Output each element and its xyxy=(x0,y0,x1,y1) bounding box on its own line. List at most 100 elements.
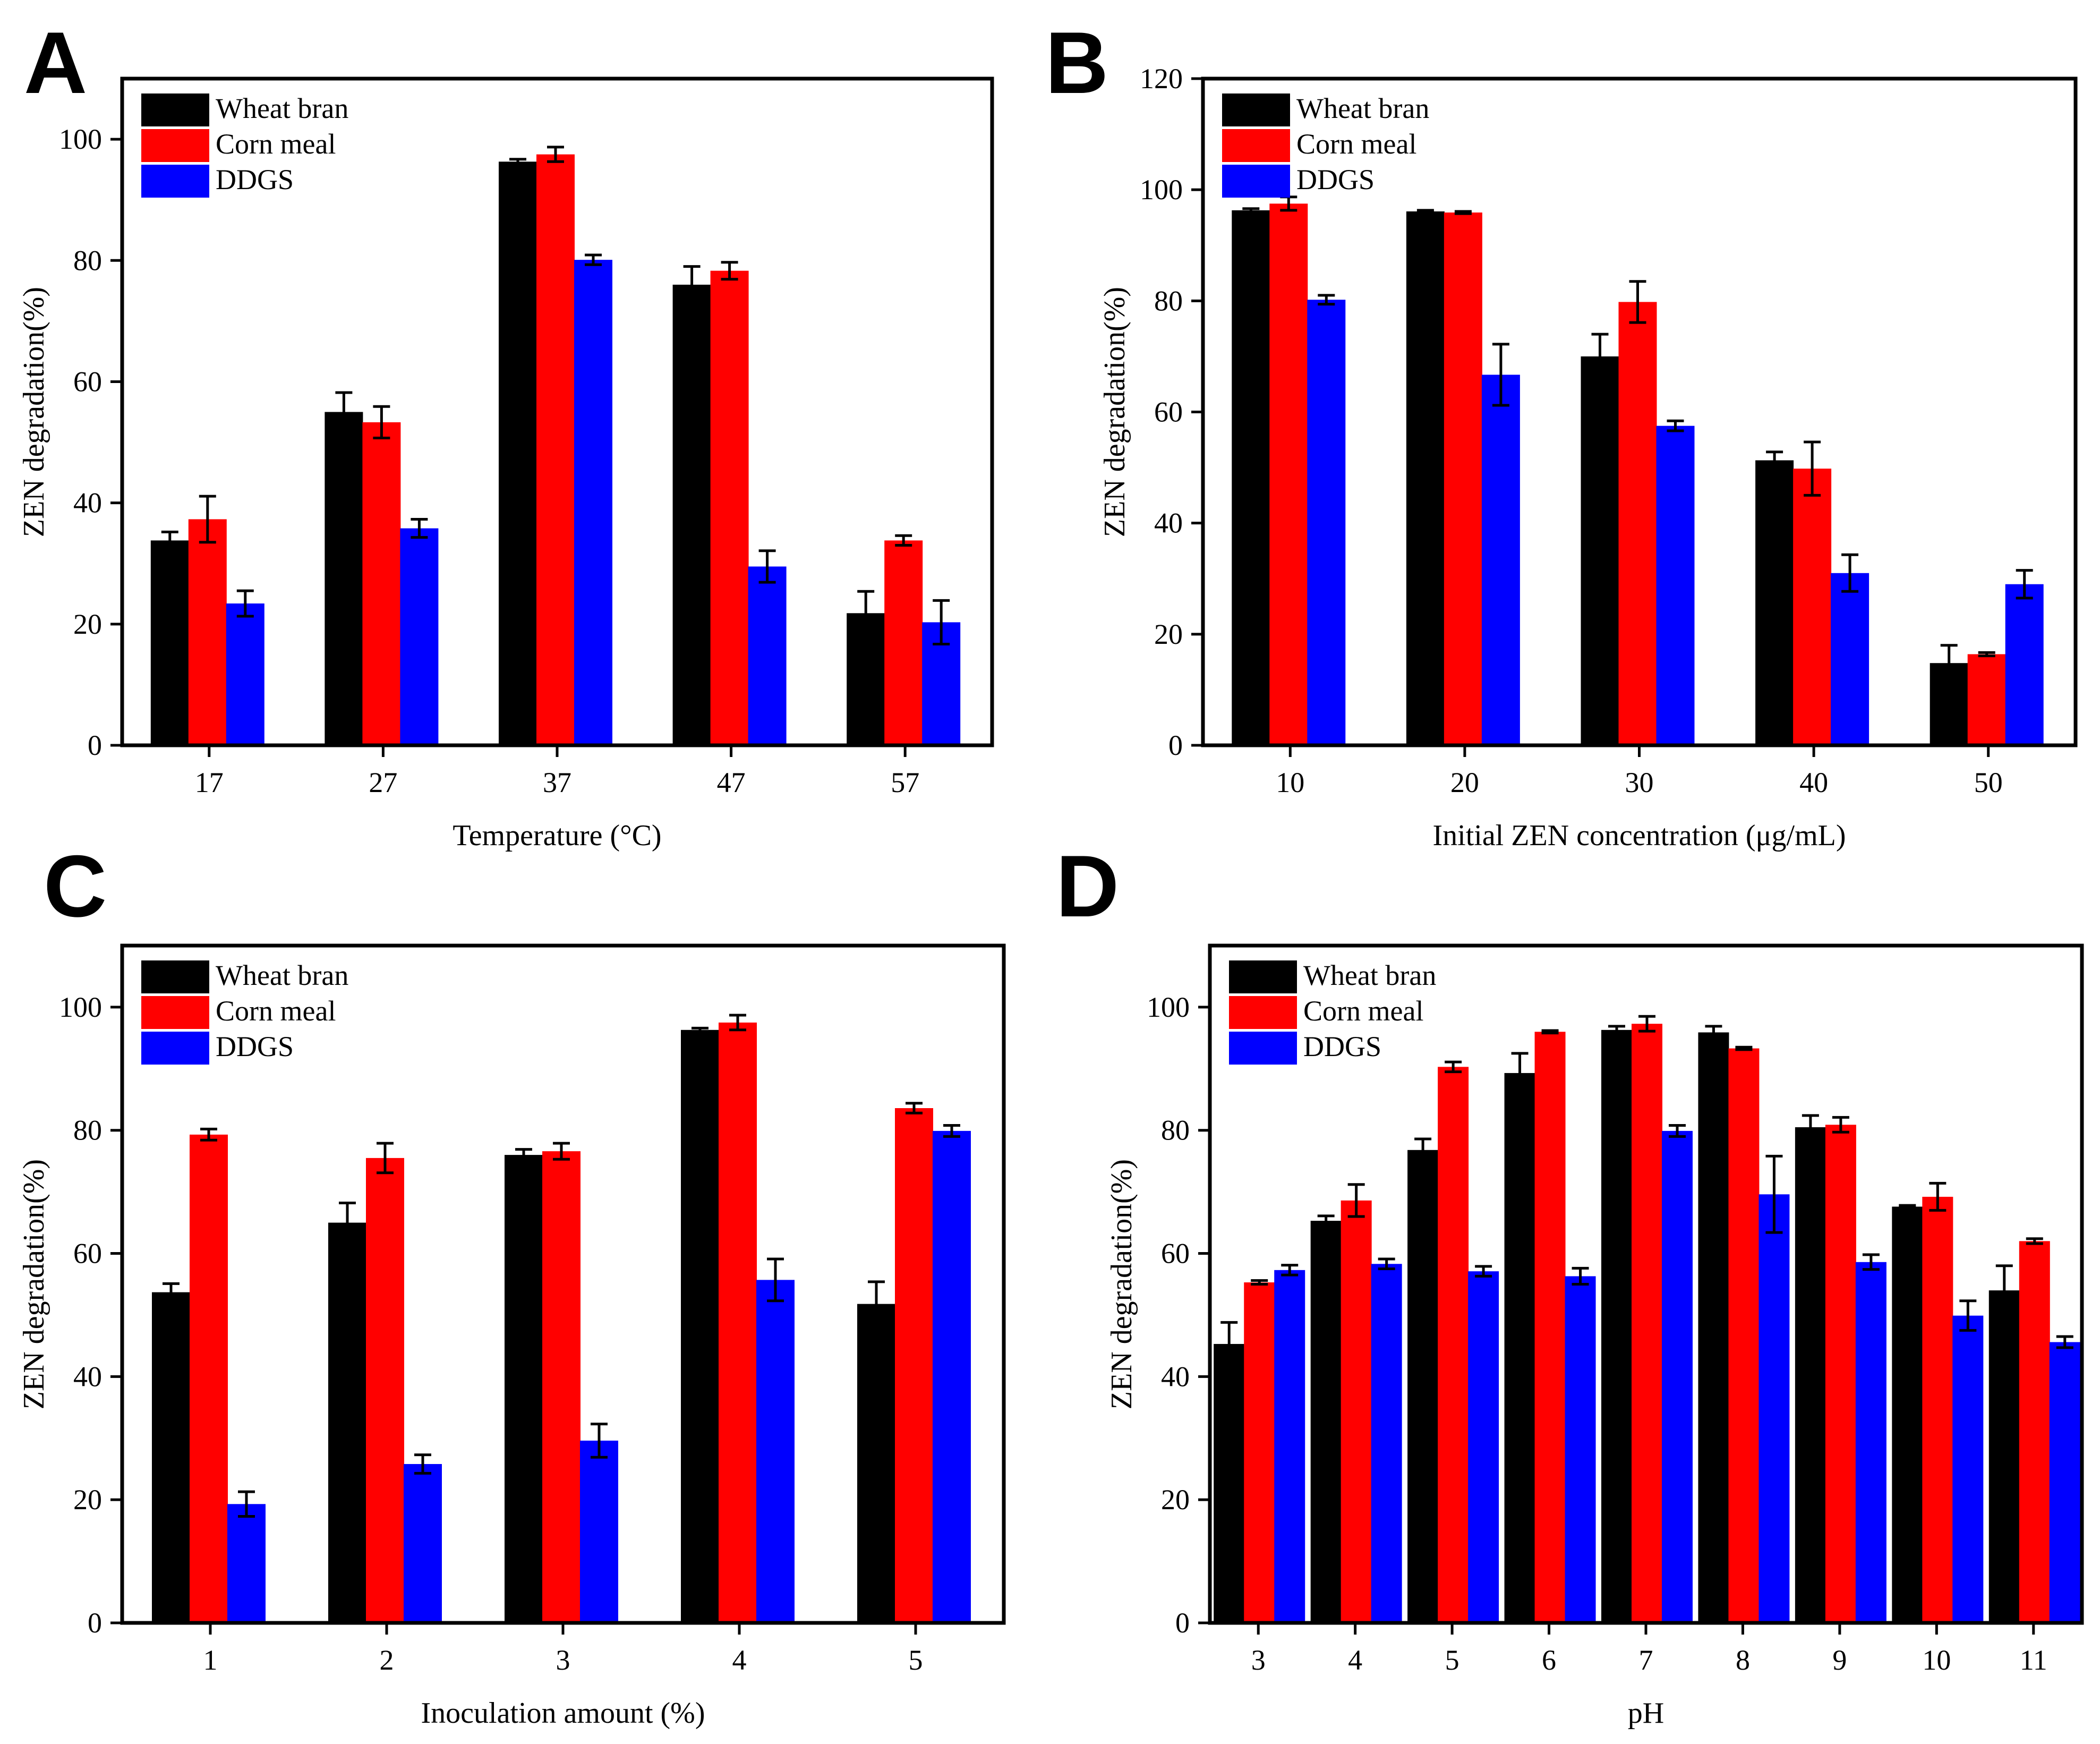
bar-corn-meal-3 xyxy=(1244,1282,1275,1623)
bar-corn-meal-57 xyxy=(884,540,923,745)
y-axis-label: ZEN degradation(%) xyxy=(1098,287,1131,537)
plot-frame xyxy=(120,943,1006,1625)
x-tick-label: 9 xyxy=(1832,1644,1847,1676)
bar-ddgs-5 xyxy=(933,1130,971,1623)
x-tick-label: 27 xyxy=(369,767,397,798)
error-bar xyxy=(1492,343,1509,407)
panel-letter: A xyxy=(24,14,87,112)
bar-ddgs-1 xyxy=(227,1504,266,1623)
error-bar xyxy=(868,1280,885,1328)
bar-corn-meal-11 xyxy=(2019,1241,2050,1623)
error-bar xyxy=(339,1202,356,1244)
x-axis-label: Temperature (°C) xyxy=(453,819,661,852)
bar-wheat-bran-47 xyxy=(672,284,711,745)
y-tick-label: 40 xyxy=(73,1360,102,1392)
y-tick-label: 60 xyxy=(73,365,102,397)
bar-wheat-bran-7 xyxy=(1601,1030,1632,1623)
x-tick-label: 3 xyxy=(556,1644,570,1676)
error-bar xyxy=(1251,1279,1268,1286)
bar-corn-meal-10 xyxy=(1922,1196,1953,1623)
bar-ddgs-2 xyxy=(404,1464,442,1623)
x-tick-label: 6 xyxy=(1542,1644,1556,1676)
panel-letter: D xyxy=(1056,837,1119,935)
bar-ddgs-11 xyxy=(2049,1342,2080,1623)
bar-corn-meal-40 xyxy=(1793,469,1832,745)
x-tick-label: 20 xyxy=(1450,767,1479,798)
x-tick-label: 11 xyxy=(2020,1644,2047,1676)
y-axis-label: ZEN degradation(%) xyxy=(18,287,50,537)
error-bar xyxy=(692,1026,708,1033)
y-tick-label: 100 xyxy=(1140,174,1183,206)
bar-wheat-bran-1 xyxy=(152,1292,190,1623)
legend-label: Wheat bran xyxy=(216,92,348,124)
legend-swatch xyxy=(1229,996,1297,1029)
bar-wheat-bran-5 xyxy=(857,1304,895,1623)
x-tick-label: 50 xyxy=(1974,767,2003,798)
bar-wheat-bran-10 xyxy=(1892,1206,1923,1623)
bar-corn-meal-17 xyxy=(188,519,227,745)
chart-panel-a: A 17 27 37 47 57 0 20 40 60 80 100 Temperature (°C) Z… xyxy=(18,14,994,852)
error-bar xyxy=(1318,294,1335,306)
bar-corn-meal-30 xyxy=(1618,302,1657,745)
y-tick-label: 0 xyxy=(88,1607,102,1639)
error-bar xyxy=(377,1142,394,1175)
error-bar xyxy=(1978,651,1995,658)
bar-wheat-bran-3 xyxy=(505,1155,543,1623)
error-bar xyxy=(414,1453,431,1475)
error-bar xyxy=(895,534,912,547)
bar-ddgs-10 xyxy=(1952,1315,1984,1623)
bar-wheat-bran-17 xyxy=(150,540,189,745)
error-bar xyxy=(1899,1204,1916,1210)
legend-label: Corn meal xyxy=(216,995,336,1027)
error-bar xyxy=(1995,1264,2013,1316)
bar-wheat-bran-5 xyxy=(1407,1150,1439,1623)
x-tick-label: 30 xyxy=(1625,767,1654,798)
bar-ddgs-17 xyxy=(226,603,264,745)
y-tick-label: 0 xyxy=(1175,1607,1190,1639)
bar-ddgs-30 xyxy=(1656,426,1695,745)
error-bar xyxy=(1378,1257,1395,1271)
error-bar xyxy=(1802,1114,1819,1141)
plot-frame xyxy=(1208,943,2084,1625)
x-axis-label: Inoculation amount (%) xyxy=(421,1697,705,1730)
y-tick-label: 20 xyxy=(73,1484,102,1516)
error-bar xyxy=(411,517,428,539)
error-bar xyxy=(163,1282,180,1303)
bar-corn-meal-4 xyxy=(1341,1200,1372,1623)
bar-corn-meal-7 xyxy=(1632,1024,1662,1623)
y-axis-label: ZEN degradation(%) xyxy=(18,1159,50,1409)
bar-ddgs-5 xyxy=(1468,1271,1499,1623)
y-tick-label: 0 xyxy=(1168,729,1183,761)
error-bar xyxy=(1454,210,1472,215)
error-bar xyxy=(1572,1266,1589,1286)
chart-panel-c: C 1 2 3 4 5 0 20 40 60 80 100 Inoculation amount (%)… xyxy=(18,837,1006,1730)
legend: Wheat bran Corn meal DDGS xyxy=(141,92,348,198)
error-bar xyxy=(683,265,701,304)
legend-swatch xyxy=(1229,960,1297,993)
bar-corn-meal-5 xyxy=(895,1108,933,1623)
bar-ddgs-20 xyxy=(1481,375,1520,745)
y-tick-label: 0 xyxy=(88,729,102,761)
panel-letter: C xyxy=(44,837,107,935)
legend-swatch xyxy=(141,129,209,162)
bar-wheat-bran-11 xyxy=(1988,1290,2020,1623)
error-bar xyxy=(943,1124,960,1138)
legend-label: Corn meal xyxy=(1296,128,1416,160)
bar-wheat-bran-4 xyxy=(1310,1221,1342,1623)
error-bar xyxy=(1608,1025,1625,1035)
error-bar xyxy=(1832,1116,1849,1134)
error-bar xyxy=(758,549,776,584)
error-bar xyxy=(591,1423,608,1459)
legend-swatch xyxy=(141,1032,209,1065)
error-bar xyxy=(721,261,738,281)
bar-ddgs-3 xyxy=(1274,1270,1305,1623)
error-bar xyxy=(238,1490,255,1518)
bar-ddgs-7 xyxy=(1662,1130,1693,1623)
error-bar xyxy=(509,158,526,166)
bar-wheat-bran-8 xyxy=(1698,1032,1729,1623)
bar-wheat-bran-6 xyxy=(1504,1073,1535,1623)
y-tick-label: 60 xyxy=(1154,396,1183,428)
error-bar xyxy=(1281,1264,1299,1277)
x-tick-label: 40 xyxy=(1799,767,1828,798)
